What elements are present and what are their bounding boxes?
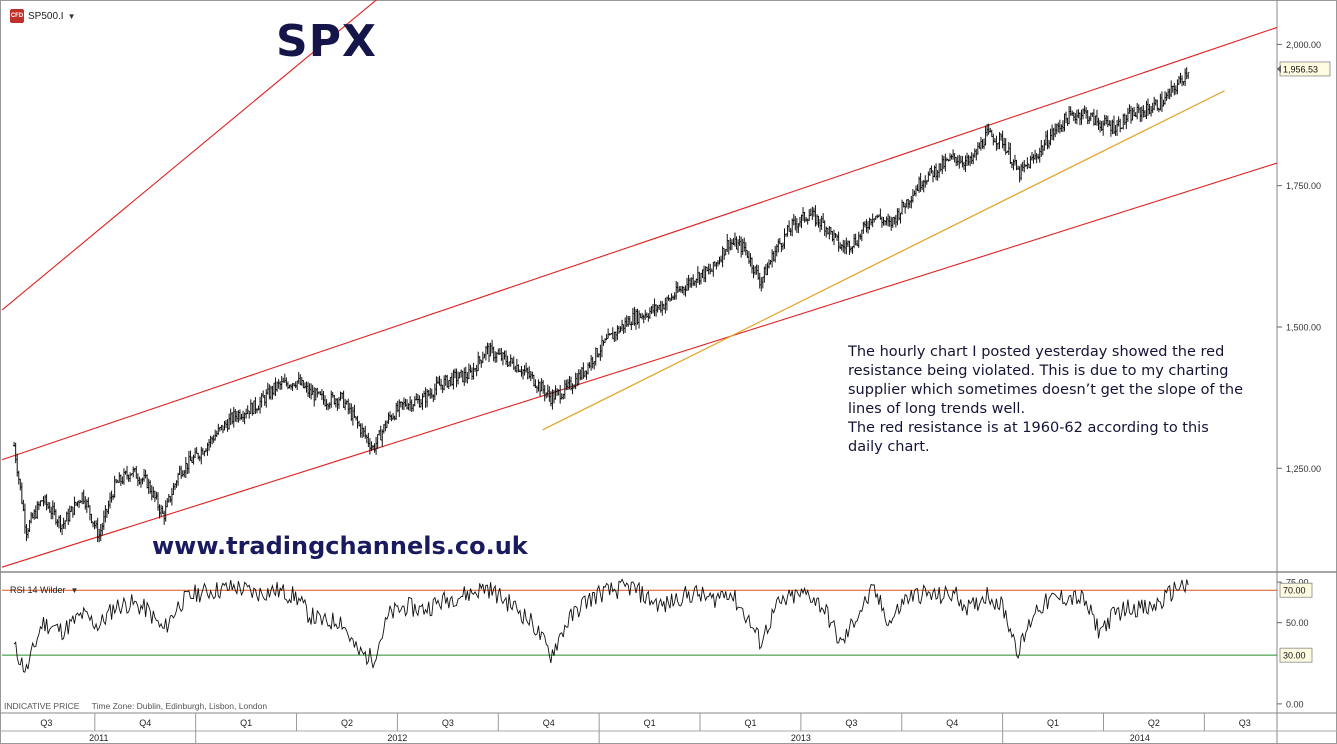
timezone-label: Time Zone: Dublin, Edinburgh, Lisbon, Lo… [91,701,268,711]
last-price-label: 1,956.53 [1283,64,1318,74]
price-tick-label: 1,250.00 [1286,464,1321,474]
quarter-label: Q1 [644,718,656,728]
channel-line-1 [1,26,1278,461]
watermark: www.tradingchannels.co.uk [152,532,528,560]
footer-info: INDICATIVE PRICE Time Zone: Dublin, Edin… [4,701,277,711]
quarter-label: Q4 [139,718,151,728]
rsi-tick-label: 0.00 [1286,699,1304,709]
support-trendline [542,90,1225,431]
rsi-level-label: 30.00 [1283,651,1306,661]
price-tick-label: 2,000.00 [1286,40,1321,50]
quarter-label: Q3 [845,718,857,728]
price-type-label: INDICATIVE PRICE [4,701,80,711]
symbol-label: SP500.I [28,10,64,22]
rsi-tick-label: 50.00 [1286,618,1309,628]
price-tick-label: 1,750.00 [1286,181,1321,191]
quarter-label: Q2 [341,718,353,728]
rsi-level-box [1279,647,1313,663]
channel-line-2 [1,162,1278,568]
quarter-label: Q1 [744,718,756,728]
quarter-label: Q4 [543,718,555,728]
chevron-down-icon[interactable]: ▼ [67,11,76,21]
symbol-badge-icon: CFD [10,9,24,23]
rsi-level-label: 70.00 [1283,586,1306,596]
rsi-line [13,578,1189,673]
price-tick-label: 1,500.00 [1286,322,1321,332]
rsi-indicator-selector[interactable]: RSI 14 Wilder ▼ [10,585,78,595]
symbol-selector[interactable]: CFD SP500.I ▼ [10,8,76,24]
annotation-line-1: The hourly chart I posted yesterday show… [848,344,1243,417]
quarter-label: Q3 [40,718,52,728]
quarter-label: Q1 [1047,718,1059,728]
year-label: 2011 [89,733,108,743]
last-price-pointer [1277,64,1281,73]
rsi-tick-label: 75.00 [1286,578,1309,588]
quarter-label: Q2 [1148,718,1160,728]
quarter-label: Q1 [240,718,252,728]
chart-title: SPX [276,16,377,67]
quarter-label: Q4 [946,718,958,728]
channel-line-3 [1,0,378,311]
annotation-note: The hourly chart I posted yesterday show… [848,343,1248,457]
quarter-label: Q3 [1239,718,1251,728]
rsi-level-box [1279,582,1313,598]
chevron-down-icon[interactable]: ▼ [70,585,79,595]
quarter-label: Q3 [442,718,454,728]
rsi-indicator-label: RSI 14 Wilder [10,585,66,595]
year-label: 2013 [791,733,811,743]
price-candles [12,67,1190,543]
annotation-line-2: The red resistance is at 1960-62 accordi… [848,420,1209,455]
year-label: 2014 [1130,733,1150,743]
year-label: 2012 [387,733,407,743]
